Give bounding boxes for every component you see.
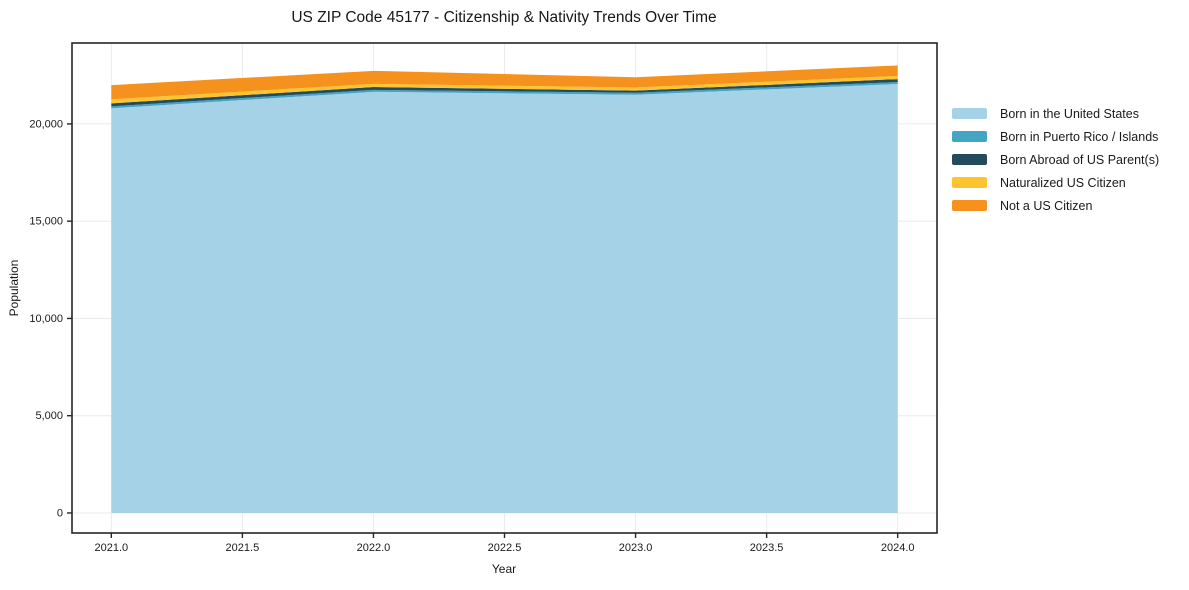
y-axis-label: Population xyxy=(7,259,21,317)
x-tick-label: 2022.0 xyxy=(357,542,391,554)
legend-label-3: Naturalized US Citizen xyxy=(1000,175,1126,190)
x-axis-label: Year xyxy=(491,562,517,576)
area-series-4 xyxy=(111,65,898,100)
legend-swatch-0 xyxy=(952,108,987,119)
y-tick-label: 10,000 xyxy=(29,313,63,325)
legend-swatch-1 xyxy=(952,131,987,142)
legend-item-2: Born Abroad of US Parent(s) xyxy=(952,151,1159,168)
x-tick-label: 2024.0 xyxy=(881,542,915,554)
y-tick-label: 0 xyxy=(57,507,63,519)
x-tick-label: 2023.5 xyxy=(750,542,784,554)
y-tick-label: 5,000 xyxy=(35,410,63,422)
legend-label-2: Born Abroad of US Parent(s) xyxy=(1000,152,1160,167)
legend-item-1: Born in Puerto Rico / Islands xyxy=(952,128,1159,145)
x-tick-label: 2021.0 xyxy=(94,542,128,554)
legend-label-4: Not a US Citizen xyxy=(1000,198,1093,213)
legend: Born in the United States Born in Puerto … xyxy=(952,105,1159,214)
y-tick-label: 15,000 xyxy=(29,216,63,228)
area-series-0 xyxy=(111,84,898,513)
x-tick-label: 2022.5 xyxy=(488,542,522,554)
y-tick-label: 20,000 xyxy=(29,118,63,130)
legend-label-0: Born in the United States xyxy=(1000,106,1139,121)
legend-swatch-4 xyxy=(952,200,987,211)
legend-item-4: Not a US Citizen xyxy=(952,197,1159,214)
x-tick-label: 2021.5 xyxy=(226,542,260,554)
x-tick-label: 2023.0 xyxy=(619,542,653,554)
legend-item-0: Born in the United States xyxy=(952,105,1159,122)
legend-item-3: Naturalized US Citizen xyxy=(952,174,1159,191)
legend-label-1: Born in Puerto Rico / Islands xyxy=(1000,129,1159,144)
legend-swatch-3 xyxy=(952,177,987,188)
chart-title: US ZIP Code 45177 - Citizenship & Nativi… xyxy=(291,9,717,26)
legend-swatch-2 xyxy=(952,154,987,165)
